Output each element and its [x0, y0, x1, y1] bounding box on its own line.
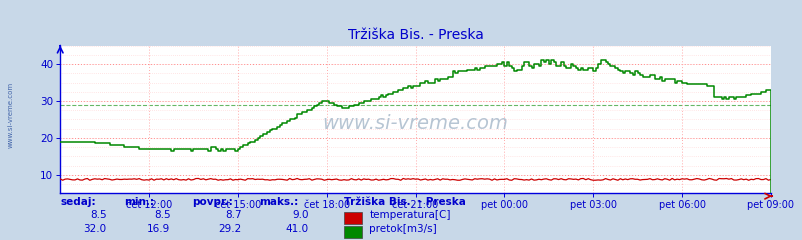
Text: min.:: min.:	[124, 197, 154, 207]
Bar	[344, 212, 362, 224]
Text: 32.0: 32.0	[83, 224, 107, 234]
Text: 29.2: 29.2	[218, 224, 241, 234]
Text: temperatura[C]: temperatura[C]	[369, 210, 450, 220]
Text: www.si-vreme.com: www.si-vreme.com	[322, 114, 508, 133]
Text: 8.5: 8.5	[153, 210, 170, 220]
Text: Tržiška Bis.  - Preska: Tržiška Bis. - Preska	[344, 197, 466, 207]
Text: 8.5: 8.5	[90, 210, 107, 220]
Text: pretok[m3/s]: pretok[m3/s]	[369, 224, 436, 234]
Text: www.si-vreme.com: www.si-vreme.com	[7, 82, 14, 148]
Text: 8.7: 8.7	[225, 210, 241, 220]
Text: 16.9: 16.9	[147, 224, 170, 234]
Text: maks.:: maks.:	[259, 197, 298, 207]
Text: sedaj:: sedaj:	[60, 197, 95, 207]
Text: 9.0: 9.0	[292, 210, 309, 220]
Text: 41.0: 41.0	[286, 224, 309, 234]
Bar	[344, 226, 362, 238]
Title: Tržiška Bis. - Preska: Tržiška Bis. - Preska	[347, 28, 483, 42]
Text: povpr.:: povpr.:	[192, 197, 232, 207]
